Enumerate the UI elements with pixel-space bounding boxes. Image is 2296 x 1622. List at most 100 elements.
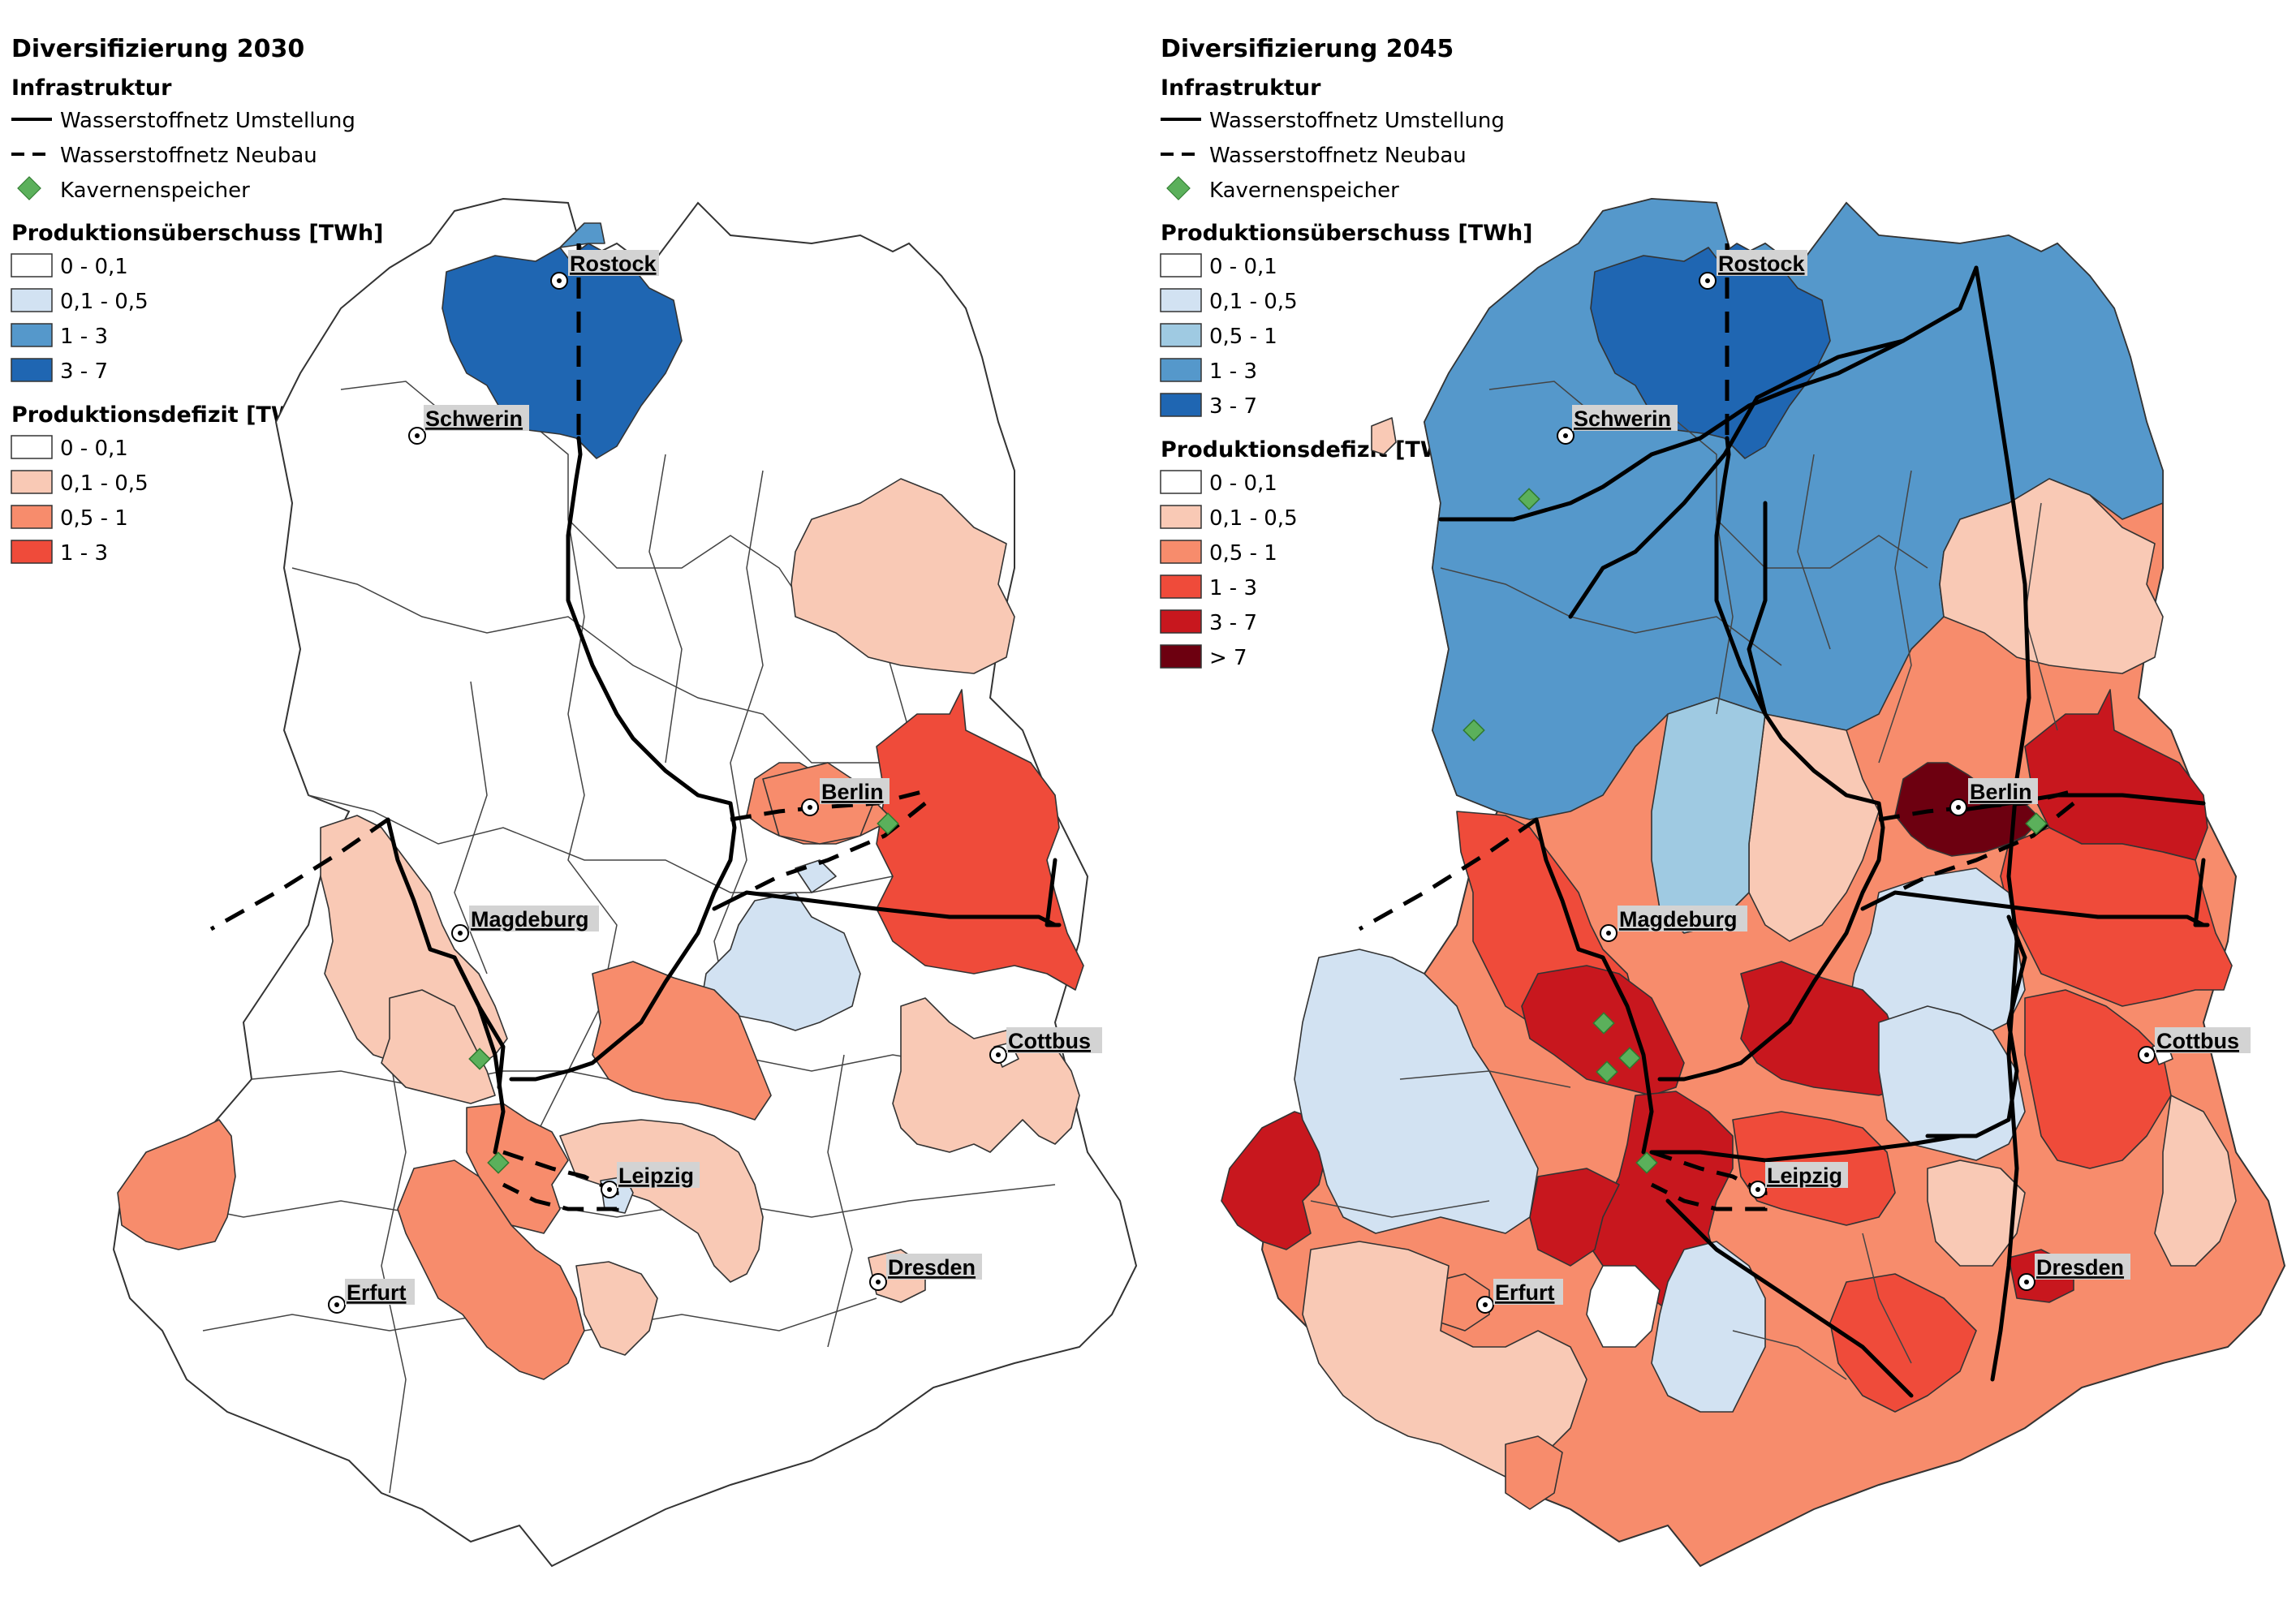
legend-swatch — [11, 470, 53, 494]
legend-swatch — [1160, 393, 1202, 417]
city-label: Dresden — [888, 1255, 976, 1280]
city-erfurt: Erfurt — [1476, 1279, 1563, 1314]
legend-class-label: 1 - 3 — [1209, 359, 1257, 384]
city-rostock: Rostock — [550, 250, 659, 290]
city-rostock: Rostock — [1699, 250, 1807, 290]
city-label: Cottbus — [1008, 1029, 1091, 1053]
legend-infrastructure-heading: Infrastruktur — [11, 75, 172, 101]
legend-class-label: 0,1 - 0,5 — [60, 290, 149, 314]
legend-pipeline-new: Wasserstoffnetz Neubau — [1209, 144, 1467, 168]
city-berlin: Berlin — [1949, 778, 2038, 816]
legend-storage-symbol — [1166, 176, 1191, 200]
city-label: Leipzig — [618, 1164, 694, 1188]
legend-infrastructure-heading: Infrastruktur — [1161, 75, 1321, 101]
city-label: Magdeburg — [471, 907, 589, 931]
legend-class-label: 0 - 0,1 — [1209, 255, 1277, 279]
legend-swatch — [1160, 609, 1202, 634]
city-label: Erfurt — [1495, 1280, 1555, 1305]
city-label: Cottbus — [2156, 1029, 2239, 1053]
cities-2030: Rostock Schwerin Berlin Magdeburg Cottbu — [328, 250, 1102, 1314]
legend-class-label: 1 - 3 — [60, 325, 108, 349]
legend-surplus-heading: Produktionsüberschuss [TWh] — [1161, 221, 1533, 246]
legend-pipeline-conversion: Wasserstoffnetz Umstellung — [1209, 109, 1505, 133]
legend-swatch — [1160, 540, 1202, 564]
legend-class-label: 0,1 - 0,5 — [1209, 506, 1298, 531]
legend-swatch — [11, 358, 53, 382]
legend-swatch — [11, 253, 53, 278]
city-label: Schwerin — [425, 407, 523, 431]
legend-swatch — [11, 323, 53, 347]
legend-2030: Infrastruktur Wasserstoffnetz Umstellung… — [11, 75, 384, 566]
storage-diamond — [1596, 1061, 1618, 1083]
legend-class-label: 1 - 3 — [1209, 576, 1257, 600]
legend-swatch — [1160, 253, 1202, 278]
storage-diamond — [1462, 719, 1485, 742]
storage-sites-2045 — [1462, 488, 2048, 1174]
legend-swatch — [11, 540, 53, 564]
city-dresden: Dresden — [869, 1254, 982, 1291]
legend-swatch — [1160, 288, 1202, 312]
storage-sites-2030 — [468, 812, 899, 1174]
legend-class-label: 0,1 - 0,5 — [1209, 290, 1298, 314]
city-erfurt: Erfurt — [328, 1279, 415, 1314]
legend-class-label: 3 - 7 — [1209, 394, 1257, 419]
city-magdeburg: Magdeburg — [451, 906, 599, 942]
city-leipzig: Leipzig — [1749, 1162, 1848, 1198]
city-leipzig: Leipzig — [601, 1162, 700, 1198]
storage-diamond — [877, 812, 899, 835]
legend-swatch — [11, 288, 53, 312]
legend-class-label: 0 - 0,1 — [60, 437, 128, 461]
storage-diamond — [2025, 812, 2048, 835]
city-label: Berlin — [821, 780, 884, 804]
legend-2045: Infrastruktur Wasserstoffnetz Umstellung… — [1160, 75, 1533, 670]
city-label: Magdeburg — [1619, 907, 1738, 931]
legend-swatch — [1160, 644, 1202, 669]
storage-diamond — [487, 1151, 510, 1174]
city-label: Rostock — [1718, 252, 1806, 276]
legend-swatch — [1160, 505, 1202, 529]
city-schwerin: Schwerin — [1557, 405, 1678, 445]
legend-class-label: 0 - 0,1 — [60, 255, 128, 279]
pipelines-2030 — [209, 243, 1062, 1211]
legend-swatch — [1160, 574, 1202, 599]
map-title-2045: Diversifizierung 2045 — [1161, 35, 1454, 63]
storage-diamond — [468, 1048, 491, 1070]
city-cottbus: Cottbus — [989, 1027, 1102, 1064]
city-dresden: Dresden — [2018, 1254, 2130, 1291]
legend-deficit-heading: Produktionsdefizit [TWh] — [11, 402, 321, 428]
city-label: Leipzig — [1767, 1164, 1842, 1188]
legend-class-label: 3 - 7 — [60, 359, 108, 384]
city-label: Schwerin — [1574, 407, 1671, 431]
city-berlin: Berlin — [801, 778, 890, 816]
legend-class-label: 1 - 3 — [60, 541, 108, 566]
legend-storage-symbol — [17, 176, 41, 200]
legend-class-label: 0,5 - 1 — [1209, 325, 1277, 349]
pipelines-2045 — [1358, 243, 2210, 1398]
legend-class-label: > 7 — [1209, 646, 1247, 670]
legend-pipeline-new: Wasserstoffnetz Neubau — [60, 144, 317, 168]
legend-class-label: 0,5 - 1 — [1209, 541, 1277, 566]
legend-class-label: 0,1 - 0,5 — [60, 471, 149, 496]
map-2045: Diversifizierung 2045 Infrastruktur Wass… — [1160, 35, 2285, 1567]
legend-swatch — [1160, 358, 1202, 382]
legend-swatch — [11, 435, 53, 459]
city-cottbus: Cottbus — [2138, 1027, 2251, 1064]
storage-diamond — [1592, 1012, 1615, 1035]
storage-diamond — [1518, 488, 1540, 510]
city-label: Rostock — [570, 252, 657, 276]
legend-class-label: 3 - 7 — [1209, 611, 1257, 635]
legend-storage: Kavernenspeicher — [60, 179, 250, 203]
map-2030: Diversifizierung 2030 Infrastruktur Wass… — [11, 35, 1137, 1567]
city-schwerin: Schwerin — [408, 405, 529, 445]
storage-diamond — [1635, 1151, 1658, 1174]
storage-diamond — [1618, 1047, 1641, 1069]
legend-swatch — [11, 505, 53, 529]
legend-swatch — [1160, 470, 1202, 494]
city-label: Berlin — [1970, 780, 2032, 804]
legend-pipeline-conversion: Wasserstoffnetz Umstellung — [60, 109, 355, 133]
legend-swatch — [1160, 323, 1202, 347]
city-label: Dresden — [2036, 1255, 2124, 1280]
legend-surplus-heading: Produktionsüberschuss [TWh] — [11, 221, 384, 246]
legend-deficit-heading: Produktionsdefizit [TWh] — [1161, 437, 1470, 463]
